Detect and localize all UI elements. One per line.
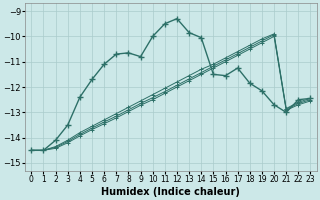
X-axis label: Humidex (Indice chaleur): Humidex (Indice chaleur): [101, 187, 240, 197]
